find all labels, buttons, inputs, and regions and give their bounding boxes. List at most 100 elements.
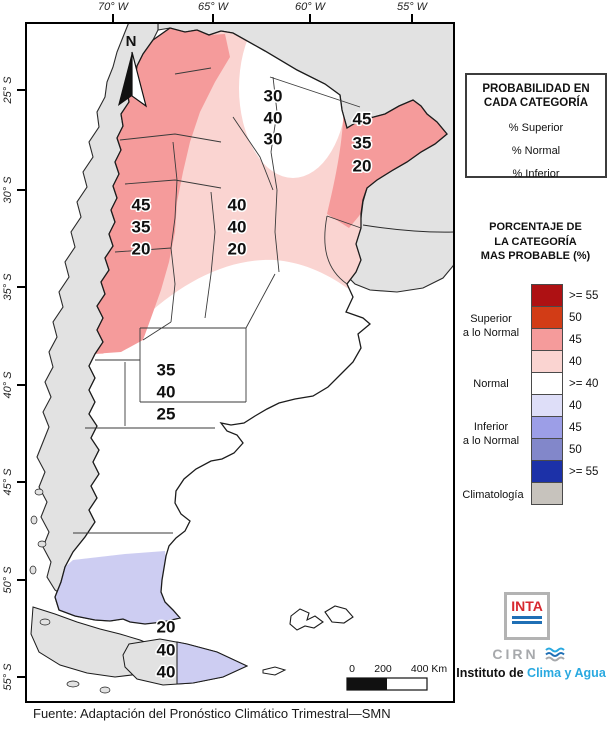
y-axis-tick: [17, 384, 25, 386]
color-swatch: [531, 438, 563, 461]
y-axis-tick: [17, 189, 25, 191]
category-line: Climatología: [462, 489, 524, 501]
x-axis-tick: [309, 14, 311, 22]
color-swatch: [531, 394, 563, 417]
prob-label: 40: [157, 383, 176, 402]
north-arrow-label: N: [126, 33, 137, 50]
brazil-uruguay-border: [362, 224, 455, 233]
legend-item-inferior: % Inferior: [512, 168, 560, 180]
legend-item-normal: % Normal: [511, 145, 561, 157]
zone-pink45-northeast: [327, 70, 447, 228]
chilean-island: [37, 540, 47, 548]
chilean-island: [39, 618, 51, 626]
north-arrow-icon: [118, 52, 132, 106]
malvinas-west-island: [289, 608, 324, 631]
north-arrow-icon: [131, 51, 147, 108]
category-climatologia-label: Climatología: [455, 488, 531, 502]
chilean-island: [34, 488, 44, 496]
inta-logo-bar: [512, 621, 542, 624]
prob-label: 35: [353, 134, 372, 153]
color-swatch: [531, 284, 563, 307]
category-superior-label: Superior a lo Normal: [455, 312, 527, 340]
x-axis-label: 60° W: [294, 1, 326, 13]
x-axis-label: 65° W: [197, 1, 229, 13]
y-axis-label: 35° S: [2, 273, 14, 301]
prob-label: 20: [228, 240, 247, 259]
legend-value-labels: >= 55 50 45 40 >= 40 40 45 50 >= 55: [569, 285, 598, 483]
y-axis-tick: [17, 286, 25, 288]
swatch-value: 45: [569, 422, 582, 434]
map-probability-labels: 30 40 30 45 35 20 45 35 20 40 40 20 35 4…: [130, 85, 373, 683]
y-axis-tick: [17, 89, 25, 91]
swatch-value: 40: [569, 400, 582, 412]
argentina-outline: [54, 27, 448, 625]
legend-item-superior: % Superior: [508, 122, 564, 134]
zone-blue40-santa-cruz: [55, 551, 180, 624]
legend-percentage-title: PORCENTAJE DE LA CATEGORÍA MAS PROBABLE …: [455, 220, 616, 264]
category-line: Inferior: [473, 421, 509, 433]
argentina-forecast-map: N 30 40 30 45 35 20 45 35 20 40 40 20 35…: [25, 22, 455, 703]
scale-tick-label: 0: [349, 663, 355, 675]
legend-probability-title: PROBABILIDAD EN CADA CATEGORÍA: [467, 82, 605, 110]
swatch-value: >= 55: [569, 466, 599, 478]
swatch-value: >= 55: [569, 290, 599, 302]
legend-title-line: MAS PROBABLE (%): [480, 250, 591, 262]
y-axis-label: 45° S: [2, 468, 14, 496]
color-swatch: [531, 350, 563, 373]
color-swatch: [531, 482, 563, 505]
color-swatch: [531, 460, 563, 483]
prob-label: 40: [264, 109, 283, 128]
x-axis-label: 55° W: [396, 1, 428, 13]
swatch-value: >= 40: [569, 378, 599, 390]
legend-title-line: PROBABILIDAD EN: [482, 83, 590, 95]
x-axis-tick: [112, 14, 114, 22]
legend-title-line: PORCENTAJE DE: [489, 221, 582, 233]
prob-label: 25: [157, 405, 176, 424]
y-axis-label: 50° S: [2, 566, 14, 594]
color-swatch: [531, 306, 563, 329]
legend-title-line: LA CATEGORÍA: [494, 235, 577, 248]
category-normal-label: Normal: [455, 377, 527, 391]
x-axis-label: 70° W: [97, 1, 129, 13]
prob-label: 45: [353, 110, 372, 129]
color-swatch: [531, 328, 563, 351]
map-frame: [25, 22, 455, 703]
prob-label: 20: [353, 157, 372, 176]
legend-probability-box: PROBABILIDAD EN CADA CATEGORÍA % Superio…: [465, 73, 607, 180]
inta-logo: INTA: [504, 592, 550, 640]
y-axis-label: 30° S: [2, 176, 14, 204]
prob-label: 20: [157, 618, 176, 637]
malvinas-east-island: [324, 605, 354, 624]
category-line: Superior: [470, 313, 512, 325]
chilean-island: [30, 515, 38, 525]
prob-label: 30: [264, 130, 283, 149]
waves-icon: [544, 647, 565, 662]
cirn-logo: CIRN: [470, 646, 590, 662]
prob-label: 45: [132, 196, 151, 215]
clima-y-agua-text: Clima y Agua: [527, 666, 606, 680]
scale-bar-filled: [347, 678, 387, 690]
source-caption: Fuente: Adaptación del Pronóstico Climát…: [33, 706, 391, 721]
y-axis-label: 25° S: [2, 76, 14, 104]
prob-label: 35: [132, 218, 151, 237]
prob-label: 30: [264, 87, 283, 106]
scale-tick-label: 200: [374, 663, 392, 675]
color-swatch: [531, 416, 563, 439]
instituto-clima-y-agua-label: Instituto de Clima y Agua: [447, 666, 615, 680]
inta-wordmark: INTA: [511, 598, 543, 614]
y-axis-label: 55° S: [2, 663, 14, 691]
scale-bar: 0 200 400 Km: [346, 663, 447, 691]
chilean-island: [66, 680, 80, 688]
prob-label: 40: [228, 218, 247, 237]
legend-percentage-box: PORCENTAJE DE LA CATEGORÍA MAS PROBABLE …: [455, 220, 616, 520]
y-axis-tick: [17, 481, 25, 483]
swatch-value: 40: [569, 356, 582, 368]
category-line: a lo Normal: [462, 435, 520, 447]
legend-title-line: CADA CATEGORÍA: [483, 97, 589, 109]
chilean-island: [29, 565, 37, 575]
prob-label: 40: [157, 663, 176, 682]
prob-label: 20: [132, 240, 151, 259]
prob-label: 35: [157, 361, 176, 380]
chilean-island: [99, 686, 111, 694]
